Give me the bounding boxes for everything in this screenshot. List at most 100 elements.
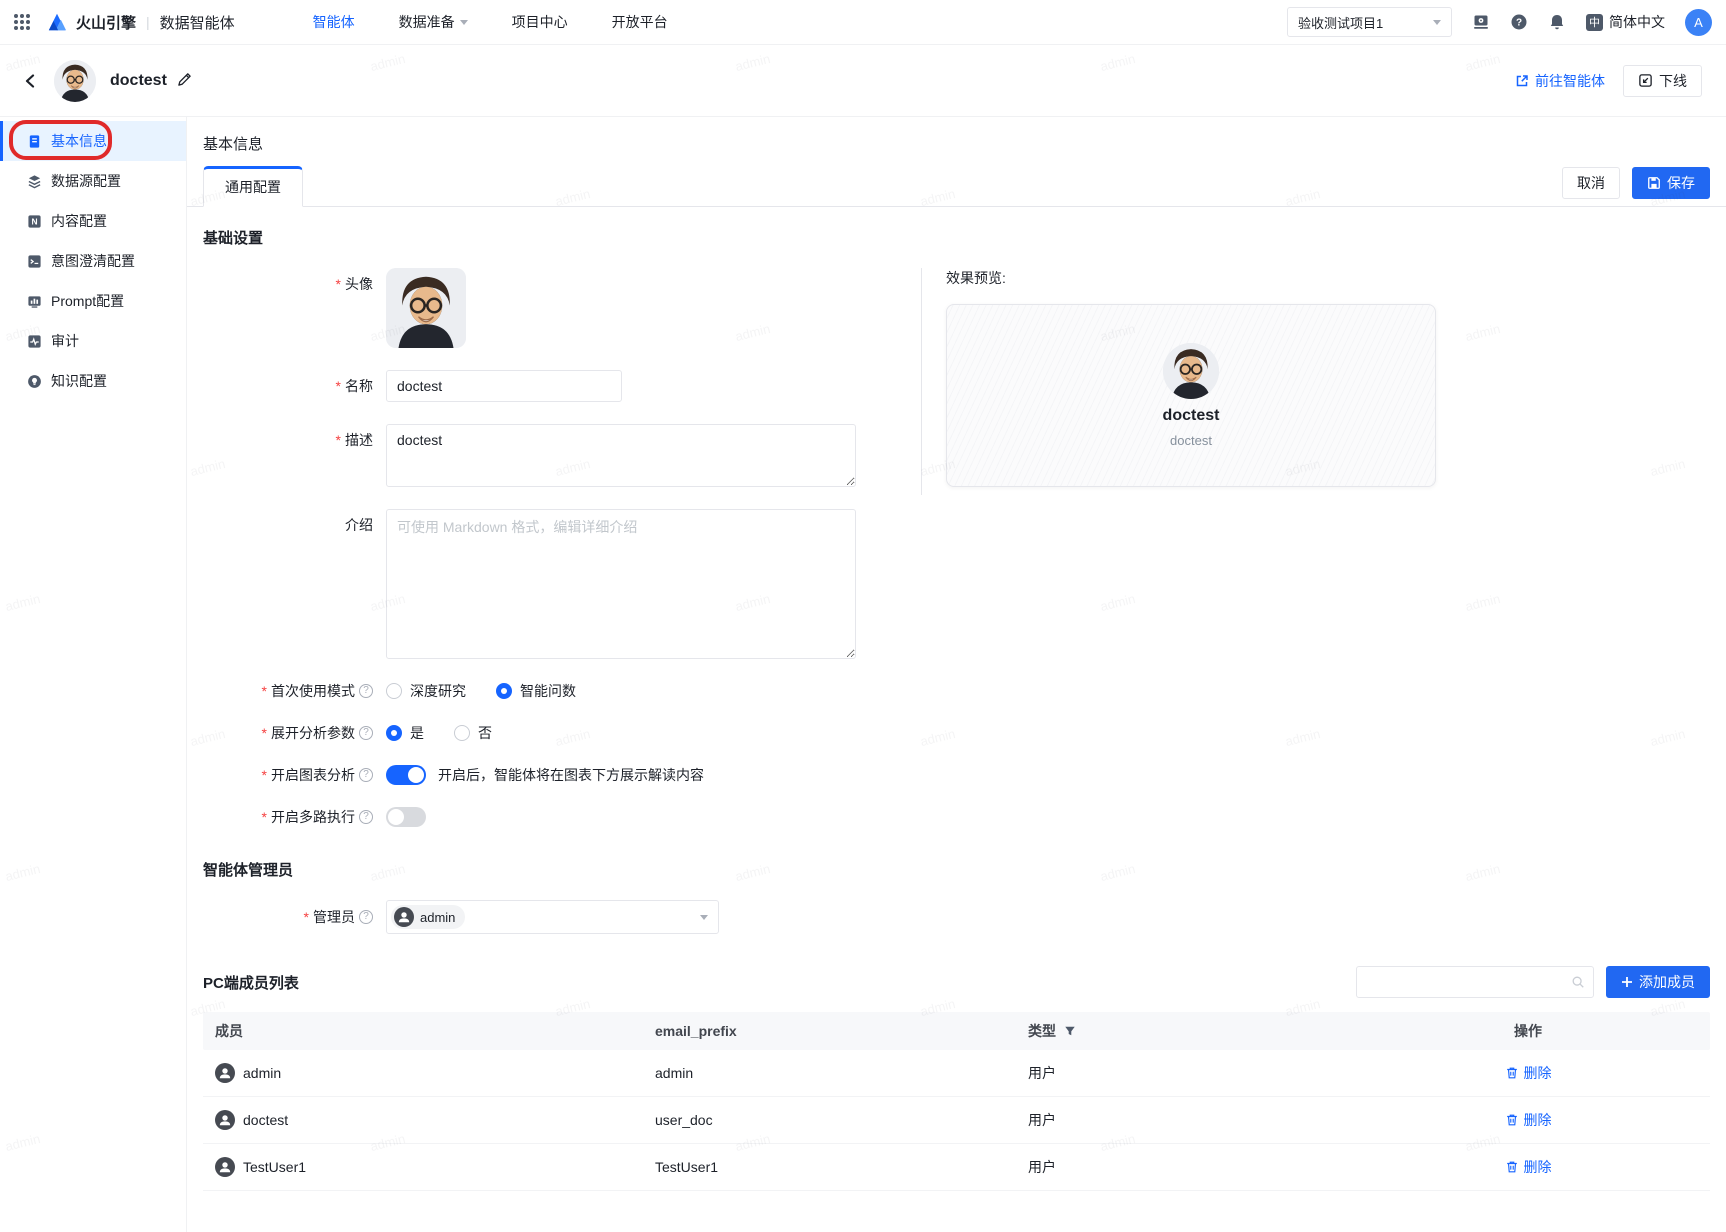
project-selector[interactable]: 验收测试项目1 bbox=[1287, 7, 1452, 37]
description-textarea[interactable]: doctest bbox=[386, 424, 856, 487]
sidebar-item-basic-info[interactable]: 基本信息 bbox=[0, 120, 186, 161]
help-icon[interactable]: ? bbox=[1510, 13, 1528, 31]
multi-path-toggle-off[interactable] bbox=[386, 807, 426, 827]
main-content: 基本信息 通用配置 取消 保存 基础设置 头像 bbox=[187, 117, 1726, 1232]
document-icon bbox=[29, 134, 40, 148]
help-icon[interactable]: ? bbox=[359, 910, 373, 924]
section-agent-admin: 智能体管理员 bbox=[203, 862, 294, 879]
page-title: 基本信息 bbox=[203, 136, 264, 153]
edit-pencil-icon[interactable] bbox=[177, 72, 192, 90]
filter-funnel-icon[interactable] bbox=[1064, 1025, 1076, 1037]
offline-button[interactable]: 下线 bbox=[1623, 64, 1702, 97]
language-label: 简体中文 bbox=[1609, 14, 1665, 30]
radio-deep-research[interactable]: 深度研究 bbox=[386, 681, 466, 701]
language-switcher[interactable]: 中 简体中文 bbox=[1586, 12, 1665, 32]
preview-panel: 效果预览: doctest doctest bbox=[921, 268, 1436, 495]
chevron-down-icon bbox=[459, 19, 468, 25]
radio-smart-query[interactable]: 智能问数 bbox=[496, 681, 576, 701]
delete-member-button[interactable]: 删除 bbox=[1505, 1110, 1552, 1130]
delete-member-button[interactable]: 删除 bbox=[1505, 1157, 1552, 1177]
preview-avatar bbox=[1163, 343, 1219, 399]
bulb-icon bbox=[28, 374, 41, 388]
brand-divider: | bbox=[146, 14, 150, 30]
cancel-button[interactable]: 取消 bbox=[1562, 167, 1620, 199]
col-type: 类型 bbox=[1016, 1021, 1346, 1041]
radio-icon bbox=[386, 683, 402, 699]
member-search-input[interactable] bbox=[1365, 974, 1571, 990]
member-avatar-icon bbox=[394, 907, 414, 927]
sidebar-item-intent-clarify-config[interactable]: 意图澄清配置 bbox=[0, 241, 186, 281]
help-icon[interactable]: ? bbox=[359, 810, 373, 824]
layers-icon bbox=[28, 174, 41, 188]
members-table: 成员 email_prefix 类型 操作 admin admin 用户 bbox=[203, 1012, 1710, 1191]
save-button[interactable]: 保存 bbox=[1632, 167, 1710, 199]
chevron-down-icon bbox=[700, 914, 708, 920]
nav-item-agent[interactable]: 智能体 bbox=[312, 14, 355, 30]
chart-analysis-toggle-on[interactable] bbox=[386, 765, 426, 785]
sidebar: 基本信息 数据源配置 N 内容配置 意图澄清配置 Prompt配置 审计 知识配… bbox=[0, 117, 187, 1232]
admin-tag: admin bbox=[391, 905, 466, 929]
terminal-icon bbox=[28, 254, 41, 268]
section-basic-settings: 基础设置 bbox=[203, 230, 264, 247]
member-name: admin bbox=[243, 1065, 282, 1081]
sidebar-item-content-config[interactable]: N 内容配置 bbox=[0, 201, 186, 241]
chevron-down-icon bbox=[1433, 19, 1441, 25]
user-avatar[interactable]: A bbox=[1685, 8, 1712, 36]
agent-avatar bbox=[54, 59, 96, 102]
desc-field-label: 描述 bbox=[336, 430, 373, 450]
agent-header: doctest 前往智能体 下线 bbox=[0, 45, 1726, 117]
tab-general-config[interactable]: 通用配置 bbox=[203, 166, 303, 207]
product-name: 数据智能体 bbox=[159, 14, 235, 32]
member-email: TestUser1 bbox=[655, 1159, 719, 1175]
expand-params-label: 展开分析参数 bbox=[262, 723, 355, 743]
delete-member-button[interactable]: 删除 bbox=[1505, 1063, 1552, 1083]
help-icon[interactable]: ? bbox=[359, 726, 373, 740]
search-icon[interactable] bbox=[1571, 975, 1585, 989]
plus-icon bbox=[1622, 977, 1632, 987]
sidebar-item-audit[interactable]: 审计 bbox=[0, 321, 186, 361]
radio-yes[interactable]: 是 bbox=[386, 723, 424, 743]
trash-icon bbox=[1506, 1067, 1517, 1079]
radio-no[interactable]: 否 bbox=[454, 723, 492, 743]
intro-field-label: 介绍 bbox=[345, 517, 373, 533]
help-icon[interactable]: ? bbox=[359, 684, 373, 698]
back-button[interactable] bbox=[20, 71, 40, 91]
sidebar-item-datasource-config[interactable]: 数据源配置 bbox=[0, 161, 186, 201]
intro-textarea[interactable] bbox=[386, 509, 856, 659]
notes-icon: N bbox=[28, 214, 41, 228]
add-member-button[interactable]: 添加成员 bbox=[1606, 966, 1710, 998]
nav-item-open-platform[interactable]: 开放平台 bbox=[611, 14, 668, 30]
offline-icon bbox=[1639, 74, 1652, 87]
table-row: TestUser1 TestUser1 用户 删除 bbox=[203, 1144, 1710, 1191]
console-icon[interactable] bbox=[1472, 13, 1490, 31]
table-row: doctest user_doc 用户 删除 bbox=[203, 1097, 1710, 1144]
sidebar-item-prompt-config[interactable]: Prompt配置 bbox=[0, 281, 186, 321]
sidebar-item-knowledge-config[interactable]: 知识配置 bbox=[0, 361, 186, 401]
external-link-icon bbox=[1516, 74, 1528, 86]
preview-agent-name: doctest bbox=[1162, 407, 1220, 424]
nav-item-project-center[interactable]: 项目中心 bbox=[511, 14, 568, 30]
activity-icon bbox=[28, 334, 41, 348]
member-search bbox=[1356, 966, 1594, 998]
go-to-agent-link[interactable]: 前往智能体 bbox=[1515, 71, 1605, 91]
svg-text:N: N bbox=[31, 216, 37, 226]
col-email-prefix: email_prefix bbox=[655, 1023, 737, 1039]
notification-bell-icon[interactable] bbox=[1548, 13, 1566, 31]
member-email: user_doc bbox=[655, 1112, 713, 1128]
nav-item-data-prep[interactable]: 数据准备 bbox=[399, 12, 468, 32]
member-avatar-icon bbox=[215, 1063, 235, 1083]
member-type: 用户 bbox=[1028, 1112, 1056, 1128]
member-name: doctest bbox=[243, 1112, 289, 1128]
apps-grid-icon[interactable] bbox=[14, 14, 30, 30]
save-floppy-icon bbox=[1648, 177, 1660, 189]
admin-select[interactable]: admin bbox=[386, 900, 719, 934]
member-type: 用户 bbox=[1028, 1065, 1056, 1081]
preview-title: 效果预览: bbox=[946, 270, 1006, 286]
chart-analysis-hint: 开启后，智能体将在图表下方展示解读内容 bbox=[438, 767, 704, 783]
radio-checked-icon bbox=[386, 725, 402, 741]
member-name: TestUser1 bbox=[243, 1159, 307, 1175]
name-input[interactable] bbox=[386, 370, 622, 402]
help-icon[interactable]: ? bbox=[359, 768, 373, 782]
avatar-upload[interactable] bbox=[386, 268, 466, 348]
preview-card: doctest doctest bbox=[946, 304, 1436, 487]
